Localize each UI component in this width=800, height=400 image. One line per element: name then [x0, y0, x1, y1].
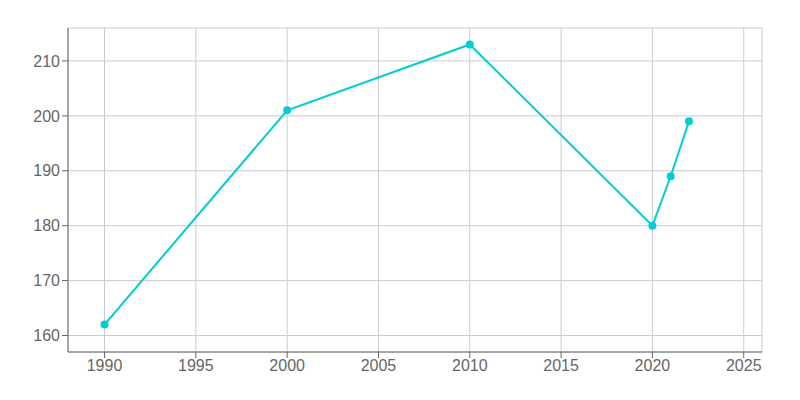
svg-text:1995: 1995: [178, 357, 214, 374]
svg-text:2020: 2020: [635, 357, 671, 374]
svg-text:2005: 2005: [361, 357, 397, 374]
svg-text:190: 190: [33, 162, 60, 179]
svg-text:210: 210: [33, 53, 60, 70]
svg-text:2010: 2010: [452, 357, 488, 374]
svg-text:1990: 1990: [87, 357, 123, 374]
svg-text:170: 170: [33, 272, 60, 289]
svg-text:2015: 2015: [543, 357, 579, 374]
svg-text:180: 180: [33, 217, 60, 234]
svg-text:2025: 2025: [726, 357, 762, 374]
svg-text:200: 200: [33, 108, 60, 125]
svg-text:2000: 2000: [269, 357, 305, 374]
svg-text:160: 160: [33, 327, 60, 344]
